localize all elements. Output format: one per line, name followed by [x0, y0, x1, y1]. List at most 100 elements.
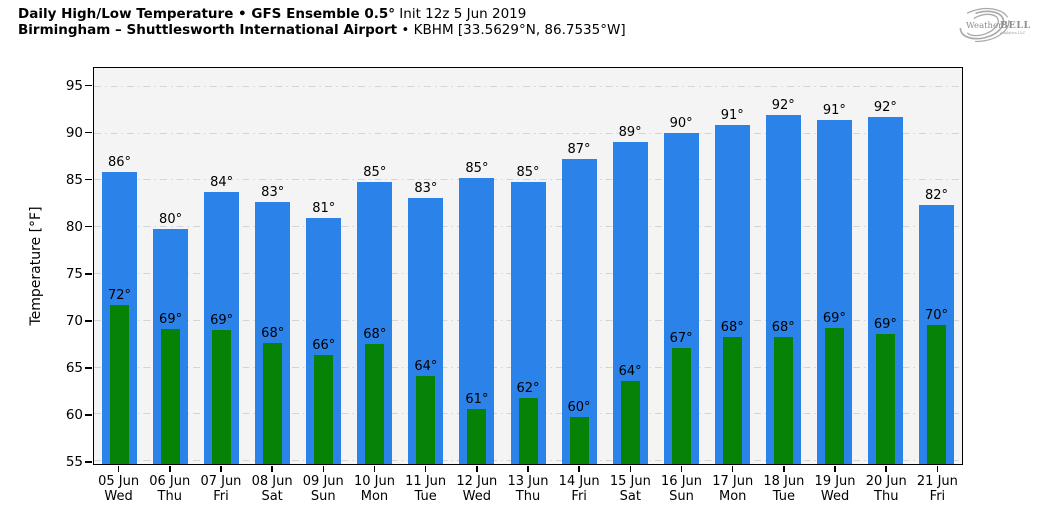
plot-wrap: 86° 72° 80° 69° 84° 69° 83° 68° 81° 66° 85° 68° 83° 6… [66, 67, 963, 504]
x-tick-label: 10 Jun Mon [342, 474, 406, 504]
logo-text-bell: BELL [1000, 20, 1031, 31]
x-tick-weekday: Wed [104, 489, 133, 504]
x-tick-mark [885, 466, 887, 472]
x-tick-mark [117, 466, 120, 472]
x-tick-weekday: Mon [718, 489, 747, 504]
x-tick-label: 06 Jun Thu [138, 474, 202, 504]
x-tick-weekday: Thu [874, 489, 899, 504]
bar-label-high: 84° [210, 174, 234, 190]
x-tick-mark [936, 466, 939, 472]
bar-label-low: 68° [771, 319, 795, 335]
chart-title: Daily High/Low Temperature • GFS Ensembl… [18, 6, 626, 38]
x-tick-date: 20 Jun [865, 474, 907, 489]
x-tick-weekday: Fri [571, 489, 587, 504]
bar-label-low: 72° [107, 287, 132, 303]
x-tick-label: 16 Jun Sun [650, 474, 714, 504]
x-tick-label: 21 Jun Fri [905, 474, 969, 504]
bar-label-high: 82° [924, 187, 948, 203]
bar-label-high: 92° [771, 97, 795, 113]
bar-label-low: 64° [414, 359, 438, 375]
bar-label-high: 91° [822, 103, 846, 119]
x-tick-weekday: Wed [462, 489, 491, 504]
bar-label-low: 60° [567, 400, 591, 416]
x-tick-label: 05 Jun Wed [87, 474, 151, 504]
x-tick-weekday: Sun [310, 489, 336, 504]
bar-low [110, 304, 130, 464]
bar-low [467, 408, 487, 464]
x-tick-weekday: Thu [515, 489, 541, 504]
x-tick-date: 11 Jun [405, 474, 447, 489]
chart-title-line1: Daily High/Low Temperature • GFS Ensembl… [18, 6, 626, 22]
bar-label-high: 85° [465, 160, 489, 176]
x-tick-label: 13 Jun Thu [496, 474, 560, 504]
x-tick-weekday: Wed [820, 489, 850, 504]
x-tick-mark [578, 466, 580, 472]
bar-label-high: 89° [618, 124, 642, 140]
bar-low [824, 328, 844, 464]
y-axis-label: Temperature [°F] [28, 206, 44, 326]
x-tick-mark [220, 466, 222, 472]
bar-low [671, 347, 691, 464]
x-tick-date: 06 Jun [149, 474, 191, 489]
x-tick-mark [731, 466, 734, 472]
x-tick-mark [373, 466, 376, 472]
bar-label-low: 62° [516, 380, 540, 396]
chart-title-line1-bold: Daily High/Low Temperature • GFS Ensembl… [18, 6, 396, 22]
x-tick-date: 12 Jun [456, 474, 498, 489]
x-tick-label: 17 Jun Mon [701, 474, 765, 504]
bar-low [875, 333, 895, 464]
x-tick-label: 14 Jun Fri [547, 474, 611, 504]
bar-label-high: 83° [261, 184, 285, 200]
gridline [94, 132, 962, 134]
bar-label-low: 68° [261, 326, 285, 342]
bar-high [561, 158, 597, 464]
plot-area: 86° 72° 80° 69° 84° 69° 83° 68° 81° 66° 85° 68° 83° 6… [93, 67, 963, 465]
chart-title-line1-regular: Init 12z 5 Jun 2019 [395, 6, 527, 22]
x-tick-mark [527, 466, 529, 472]
bar-label-low: 61° [465, 391, 489, 407]
bar-low [722, 336, 742, 464]
bar-label-low: 69° [210, 313, 234, 329]
y-tick-mark [85, 273, 92, 275]
logo-text-weather: Weather [966, 21, 1003, 31]
chart-title-line2-regular: • KBHM [33.5629°N, 86.7535°W] [397, 22, 626, 38]
x-tick-label: 07 Jun Fri [189, 474, 253, 504]
x-tick-mark [783, 466, 785, 472]
y-tick-label: 70 [65, 313, 83, 330]
x-tick-label: 11 Jun Tue [394, 474, 458, 504]
x-tick-label: 18 Jun Tue [752, 474, 816, 504]
chart-title-line2: Birmingham – Shuttlesworth International… [18, 22, 626, 38]
x-tick-date: 10 Jun [353, 474, 395, 489]
bar-label-high: 81° [312, 200, 336, 216]
x-tick-mark [629, 466, 632, 472]
x-tick-label: 19 Jun Wed [803, 474, 867, 504]
y-tick-label: 55 [65, 454, 83, 471]
bar-low [926, 324, 946, 464]
x-tick-date: 07 Jun [200, 474, 242, 489]
bar-low [620, 380, 640, 464]
bar-label-low: 68° [363, 327, 387, 343]
x-tick-weekday: Tue [414, 489, 437, 504]
bar-low [161, 329, 181, 464]
x-tick-weekday: Sat [261, 489, 283, 504]
chart-title-line2-bold: Birmingham – Shuttlesworth International… [18, 22, 398, 38]
x-tick-mark [424, 466, 427, 472]
bar-label-low: 67° [669, 330, 693, 346]
bar-low [518, 397, 538, 464]
x-tick-weekday: Mon [360, 489, 389, 504]
bar-low [314, 355, 334, 464]
bar-label-high: 85° [363, 165, 387, 181]
bar-label-high: 92° [873, 99, 897, 115]
x-tick-mark [169, 466, 171, 472]
y-tick-mark [85, 225, 92, 228]
x-tick-date: 05 Jun [98, 474, 140, 489]
x-tick-label: 08 Jun Sat [240, 474, 304, 504]
x-tick-label: 20 Jun Thu [854, 474, 918, 504]
gridline [94, 85, 962, 87]
x-tick-mark [476, 466, 478, 472]
x-tick-date: 17 Jun [712, 474, 754, 489]
bar-label-high: 83° [414, 181, 438, 197]
y-tick-label: 80 [65, 218, 83, 235]
x-tick-mark [271, 466, 273, 472]
x-tick-date: 21 Jun [916, 474, 958, 489]
